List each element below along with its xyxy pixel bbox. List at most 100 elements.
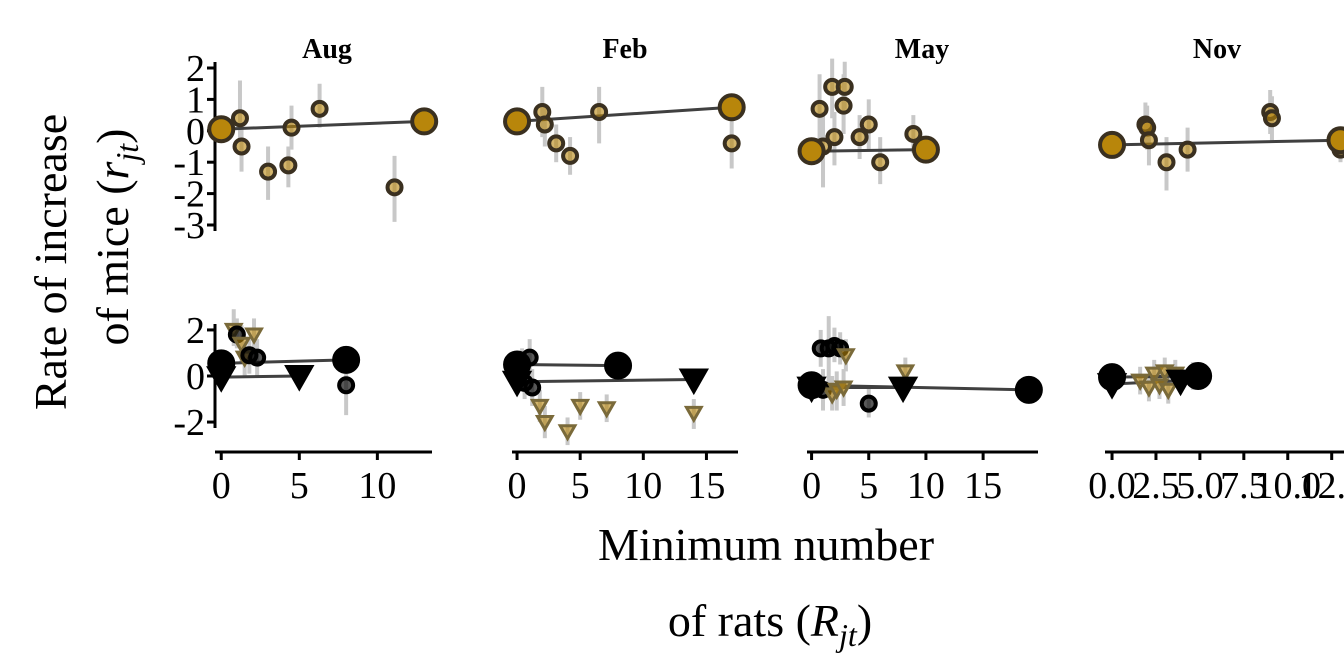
y-tick-label: 0 (186, 356, 205, 398)
panel-feb-bottom: 0 5 10 15 (501, 339, 738, 507)
data-point (570, 398, 591, 417)
fit-line-start-marker (207, 115, 236, 144)
fit-line-end-marker (1326, 126, 1344, 155)
panel-nov-bottom: 0.02.55.07.510.012.5 (1088, 357, 1344, 507)
x-tick-label: 0 (212, 465, 231, 507)
data-point (385, 178, 404, 197)
panel-may-bottom: 0 5 10 15 (796, 316, 1043, 507)
x-tick-label: 15 (964, 465, 1002, 507)
data-point (1139, 131, 1158, 150)
fit-line (221, 119, 425, 131)
data-point (835, 77, 854, 96)
data-point (1144, 366, 1165, 385)
data-point (547, 134, 566, 153)
fit-line-start-marker (1098, 130, 1127, 159)
x-tick-label: 7.5 (1220, 465, 1268, 507)
x-tick-label: 12.5 (1298, 465, 1344, 507)
fit-line-end-marker (911, 135, 940, 164)
fit-line-end-marker (1165, 369, 1196, 397)
data-point (834, 96, 853, 115)
x-tick-label: 15 (687, 465, 725, 507)
fit-line-end-marker (604, 351, 633, 380)
data-point (1158, 382, 1179, 401)
panel-aug-top: 210-1-2-3 (173, 48, 439, 247)
fit-line-end-marker (284, 365, 315, 392)
data-point (683, 405, 704, 424)
x-tick-label: 10 (358, 465, 396, 507)
x-axis-title-line2: of rats (Rjt) (668, 595, 872, 653)
data-point (310, 99, 329, 118)
panel-nov-top (1098, 89, 1344, 191)
facet-strip-label: Aug (302, 34, 352, 65)
x-tick-label: 0 (508, 465, 527, 507)
panel-may-top (797, 58, 940, 188)
data-point (904, 124, 923, 143)
data-point (523, 378, 542, 397)
facet-strip-label: May (895, 34, 949, 65)
panel-feb-top (503, 86, 746, 175)
x-tick-label: 5.0 (1176, 465, 1224, 507)
fit-line-end-marker (332, 345, 361, 374)
fit-line-start-marker (1096, 373, 1128, 400)
fit-line-start-marker (797, 137, 826, 166)
data-point (279, 156, 298, 175)
x-tick-label: 0.0 (1088, 465, 1136, 507)
data-point (590, 102, 609, 121)
fit-line-start-marker (503, 107, 532, 136)
data-point (248, 348, 267, 367)
x-tick-label: 5 (290, 465, 309, 507)
y-tick-label: -1 (173, 142, 205, 184)
fit-line-end-marker (1014, 375, 1043, 404)
y-tick-label: 0 (186, 111, 205, 153)
data-point (895, 364, 916, 382)
data-point (1157, 153, 1176, 172)
data-point (1178, 140, 1197, 159)
data-point (231, 336, 252, 355)
x-axis-title-line1: Minimum number (598, 519, 934, 570)
y-axis-title-line2: of mice (rjt) (87, 128, 145, 345)
y-axis-title-line1: Rate of increase (25, 114, 76, 410)
fit-line-start-marker (206, 366, 237, 393)
data-point (722, 134, 741, 153)
data-point (850, 128, 869, 147)
x-tick-label: 5 (571, 465, 590, 507)
data-point (557, 424, 578, 442)
data-point (230, 109, 249, 128)
x-tick-label: 0 (802, 465, 821, 507)
y-tick-label: 2 (186, 310, 205, 352)
facet-strip-label: Feb (602, 34, 647, 65)
facet-strip-label: Nov (1193, 34, 1241, 65)
data-point (535, 115, 554, 134)
fit-line-end-marker (717, 93, 746, 122)
data-point (833, 380, 854, 398)
fit-line (516, 105, 732, 123)
y-tick-label: 1 (186, 79, 205, 121)
x-tick-label: 10 (907, 465, 945, 507)
x-tick-label: 5 (859, 465, 878, 507)
fit-line-start-marker (501, 370, 533, 398)
x-tick-label: 10 (624, 465, 662, 507)
data-point (561, 146, 580, 165)
data-point (825, 128, 844, 147)
data-point (859, 115, 878, 134)
y-tick-label: 2 (186, 48, 205, 90)
y-tick-label: -2 (173, 402, 205, 444)
fit-line-end-marker (410, 107, 439, 136)
data-point (1262, 109, 1281, 128)
data-point (835, 348, 856, 366)
fit-line (517, 377, 694, 384)
fit-line (221, 374, 300, 379)
panel-aug-bottom: 20-20 5 10 (173, 309, 432, 507)
panels-layer: 210-1-2-320-20 5 10 0 5 10 15 0 5 10 15 0.02.55.07.… (173, 48, 1344, 507)
data-point (596, 401, 617, 419)
data-point (529, 398, 550, 417)
x-tick-label: 10.0 (1255, 465, 1322, 507)
data-point (259, 162, 278, 181)
fit-line-end-marker (887, 376, 919, 404)
data-point (859, 394, 878, 413)
y-tick-label: -3 (173, 205, 205, 247)
data-point (534, 415, 555, 433)
data-point (810, 99, 829, 118)
